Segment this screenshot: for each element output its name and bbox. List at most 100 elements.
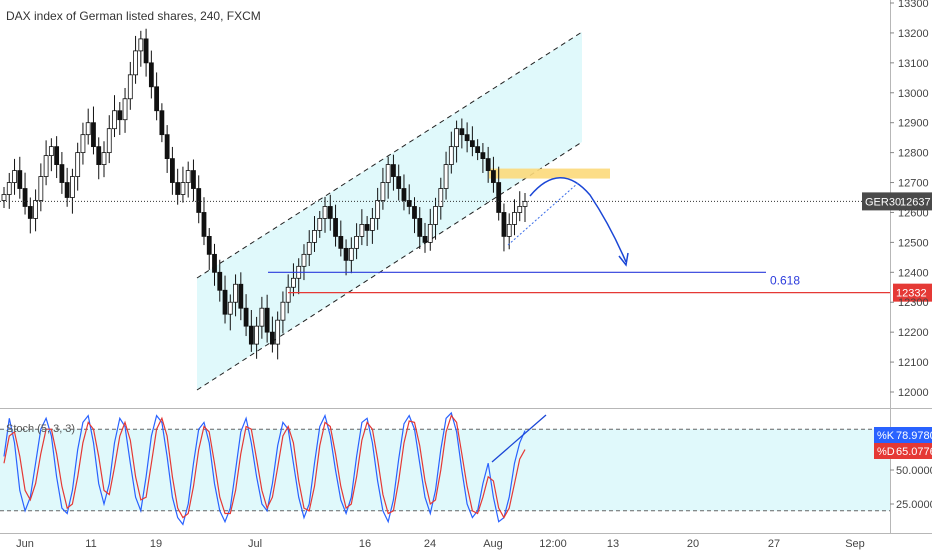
candle: [201, 212, 207, 237]
stoch-badge-k: [874, 427, 932, 443]
candle: [243, 307, 249, 327]
y-tick-label: 12200: [898, 327, 929, 339]
candle: [391, 164, 396, 177]
candle: [401, 188, 407, 201]
candle: [85, 122, 91, 136]
channel-lower-line: [196, 141, 583, 391]
x-tick-label: 11: [85, 538, 96, 550]
candle: [306, 241, 312, 255]
candle: [406, 200, 412, 207]
x-tick-label: 13: [607, 538, 619, 550]
candle: [185, 170, 191, 183]
x-tick-label: Aug: [483, 538, 503, 550]
candle: [327, 206, 333, 219]
candle: [280, 301, 286, 321]
candle: [438, 188, 444, 207]
candle: [312, 230, 317, 243]
stoch-pane[interactable]: %K 78.9780%D 65.0776: [0, 411, 932, 526]
channel-fill: [197, 32, 582, 390]
candle: [433, 206, 438, 225]
candle: [154, 86, 160, 112]
candle: [485, 158, 491, 171]
candle: [459, 128, 465, 136]
candle: [364, 224, 370, 231]
candle: [59, 164, 65, 183]
candle: [43, 155, 49, 177]
candle: [164, 134, 170, 160]
candle: [64, 182, 70, 198]
candle: [12, 170, 17, 183]
candle: [180, 182, 186, 195]
candle: [122, 98, 128, 121]
stoch-series-k: [3, 411, 526, 526]
x-tick-label: 19: [150, 538, 162, 550]
candle: [101, 152, 107, 165]
candle: [464, 134, 470, 142]
candle: [396, 176, 402, 189]
candle: [412, 206, 417, 219]
candle: [343, 247, 349, 261]
x-tick-label: 24: [424, 538, 436, 550]
candle: [143, 38, 149, 64]
candle: [170, 158, 175, 183]
candle: [138, 38, 144, 52]
stoch-divergence-line: [491, 414, 547, 463]
y-tick-label: 13100: [898, 58, 929, 70]
last-price-badge[interactable]: [862, 192, 932, 211]
candle: [443, 164, 449, 189]
stoch-badge-name: %D: [877, 446, 895, 458]
candle: [448, 146, 454, 165]
candle: [385, 164, 391, 183]
support-label: 12332: [896, 288, 927, 300]
y-tick-label: 12400: [898, 267, 929, 279]
candle: [322, 206, 328, 219]
candle: [148, 62, 154, 88]
axes: 12000 12100 12200 12300 12400 12500 12600 12700…: [16, 0, 932, 550]
candle: [80, 134, 86, 154]
x-tick-label: 12:00: [539, 538, 567, 550]
candle: [275, 319, 281, 345]
candle: [517, 206, 523, 213]
candle: [427, 224, 433, 243]
candle: [338, 235, 344, 249]
y-tick-label: 12000: [898, 387, 929, 399]
candle: [196, 188, 202, 213]
candle: [422, 235, 428, 243]
candle: [75, 152, 81, 177]
y-tick-label: 12500: [898, 237, 929, 249]
stoch-series-d: [3, 414, 526, 519]
candle: [159, 110, 165, 136]
x-tick-label: Jul: [248, 538, 262, 550]
y-tick-label: 12100: [898, 357, 929, 369]
candle: [212, 253, 217, 273]
candle: [369, 218, 375, 231]
candle: [354, 235, 359, 249]
x-tick-label: Sep: [845, 538, 865, 550]
y-tick-label: 12900: [898, 118, 929, 130]
candle: [506, 224, 512, 237]
candle: [375, 200, 381, 219]
candle: [48, 146, 54, 157]
candle: [70, 176, 75, 198]
candle: [269, 331, 275, 345]
support-badge: [893, 283, 932, 302]
stoch-badge-name: %K: [877, 430, 895, 442]
candle: [359, 224, 365, 237]
y-tick-label: 12800: [898, 148, 929, 160]
candle: [133, 50, 138, 76]
candle: [317, 218, 323, 231]
candle: [22, 188, 28, 207]
candle: [227, 301, 233, 315]
candle: [238, 283, 244, 309]
candle: [291, 277, 296, 288]
candle: [175, 182, 181, 195]
candle: [480, 152, 486, 160]
y-tick-label: 12600: [898, 207, 929, 219]
candle: [96, 146, 102, 165]
candle: [417, 218, 423, 237]
candle: [1, 194, 7, 201]
candle: [27, 206, 33, 219]
stoch-badge-value: 78.9780: [896, 430, 932, 442]
